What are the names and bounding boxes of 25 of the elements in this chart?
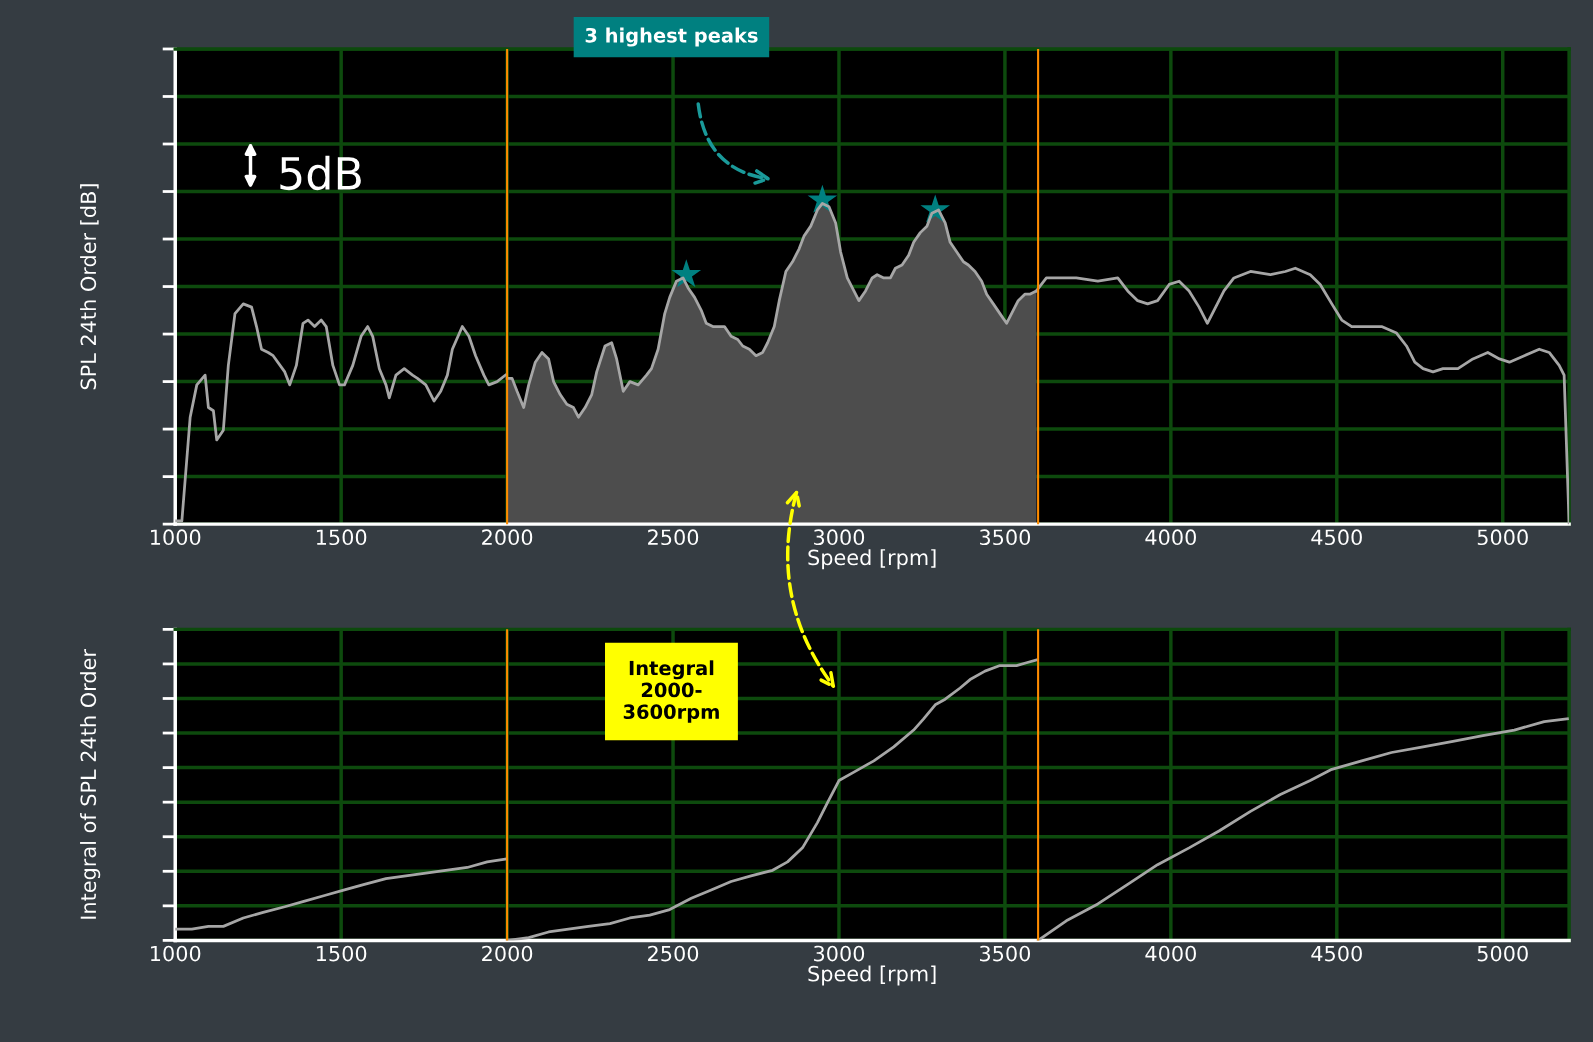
- x-tick-label: 5000: [1477, 529, 1528, 546]
- y-axis-title: Integral of SPL 24th Order: [80, 649, 101, 919]
- x-tick-label: 1500: [316, 945, 367, 962]
- x-tick-label: 2000: [482, 529, 533, 546]
- x-tick-label: 4000: [1145, 945, 1196, 962]
- x-tick-label: 3500: [980, 945, 1031, 962]
- x-tick-label: 3500: [980, 529, 1031, 546]
- annotation: Integral 2000- 3600rpm: [623, 660, 719, 723]
- text: 3 highest peaks: [585, 27, 758, 47]
- x-tick-label: 3000: [814, 529, 865, 546]
- x-tick-label: 1000: [151, 529, 201, 546]
- x-tick-label: 2000: [482, 945, 533, 962]
- x-tick-label: 2500: [648, 945, 699, 962]
- x-tick-label: 1500: [316, 529, 367, 546]
- x-tick-label: 4000: [1145, 529, 1196, 546]
- x-tick-label: 5000: [1477, 945, 1528, 962]
- x-tick-label: 4500: [1311, 945, 1362, 962]
- y-axis-title: SPL 24th Order [dB]: [80, 184, 99, 390]
- x-tick-label: 2500: [648, 529, 699, 546]
- x-axis-title: Speed [rpm]: [808, 549, 936, 570]
- x-tick-label: 1000: [151, 945, 201, 962]
- text: 5dB: [280, 155, 361, 191]
- x-tick-label: 3000: [814, 945, 865, 962]
- x-tick-label: 4500: [1311, 529, 1362, 546]
- x-axis-title: Speed [rpm]: [808, 965, 936, 986]
